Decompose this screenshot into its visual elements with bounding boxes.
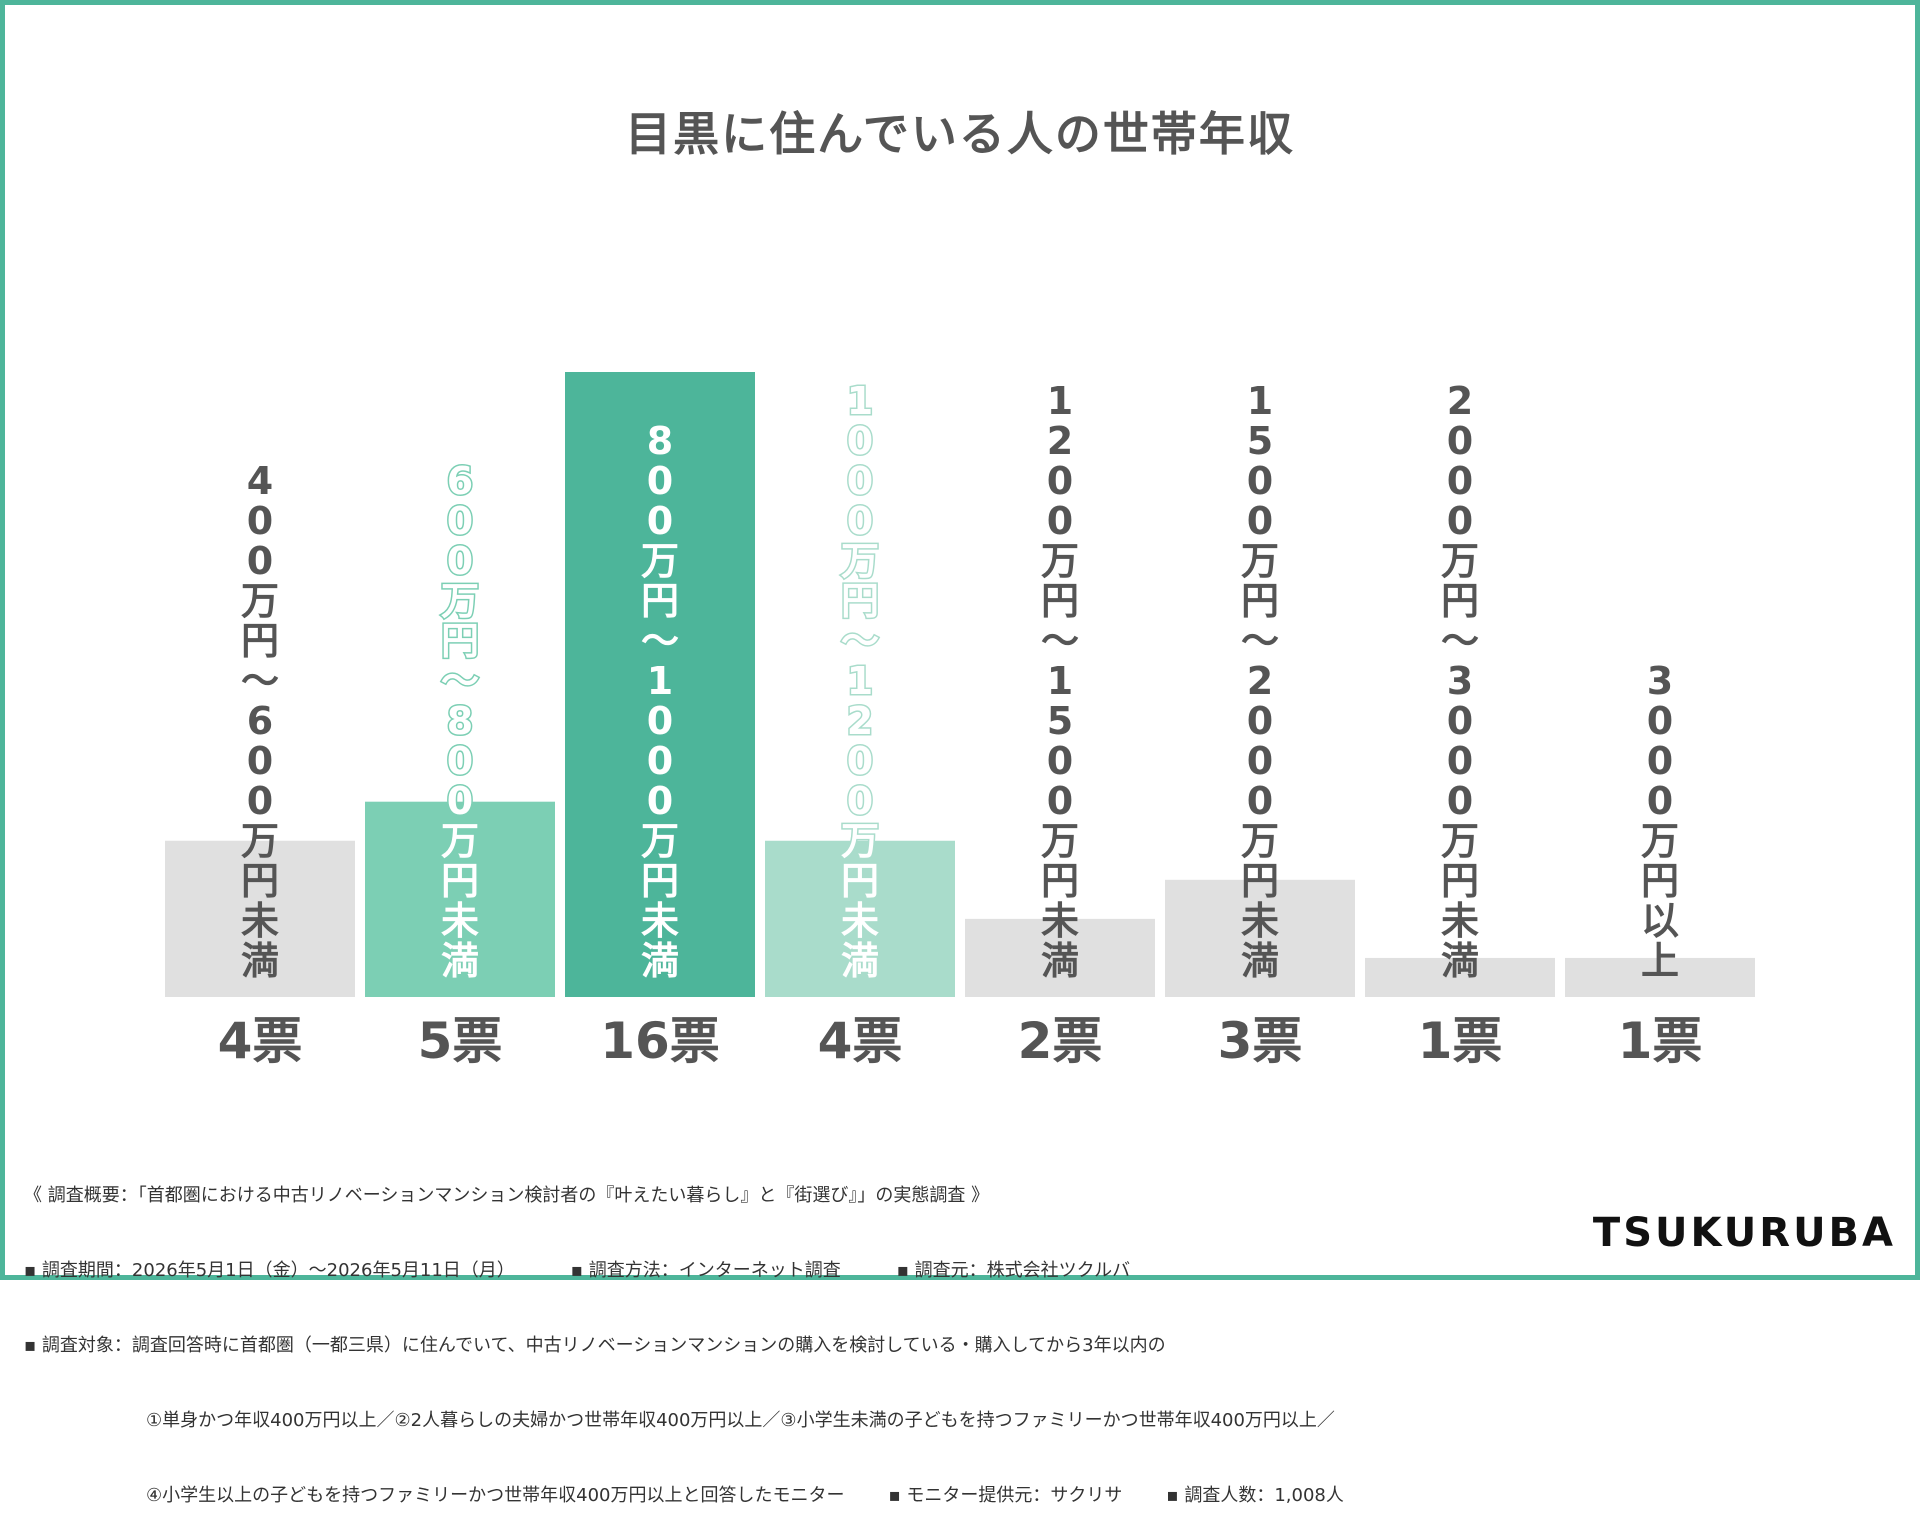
bar-1 — [165, 840, 355, 997]
category-label-5: 1 2 0 0 万円〜 1 5 0 0 万円未満 — [1041, 379, 1079, 983]
bar-7 — [1365, 957, 1555, 997]
category-label-6: 1 5 0 0 万円〜 2 0 0 0 万円未満 — [1241, 379, 1279, 983]
value-label-2: 5票 — [418, 1012, 503, 1070]
bar-2 — [365, 801, 555, 997]
bar-4 — [765, 840, 955, 997]
survey-target: ▪ 調査対象：調査回答時に首都圏（一都三県）に住んでいて、中古リノベーションマン… — [24, 1335, 1166, 1356]
category-label-3: 8 0 0 万円〜 1 0 0 0 万円未満 — [641, 419, 679, 983]
survey-notes: 《 調査概要：「首都圏における中古リノベーションマンション検討者の『叶えたい暮ら… — [24, 1133, 1344, 1533]
chart-title: 目黒に住んでいる人の世帯年収 — [625, 107, 1295, 161]
value-label-4: 4票 — [818, 1012, 903, 1070]
value-label-1: 4票 — [218, 1012, 303, 1070]
category-label-1: 4 0 0 万円〜 6 0 0 万円未満 — [241, 459, 279, 983]
page-frame — [0, 0, 1920, 1280]
bar-5 — [965, 918, 1155, 997]
survey-meta-row: ▪ 調査期間：2026年5月1日（金）〜2026年5月11日（月） ▪ 調査方法：… — [24, 1258, 1344, 1283]
survey-source: ▪ 調査元：株式会社ツクルバ — [896, 1260, 1131, 1281]
value-label-6: 3票 — [1218, 1012, 1303, 1070]
bar-3 — [565, 372, 755, 997]
category-label-8: 3 0 0 0 万円以上 — [1641, 659, 1679, 983]
bar-6 — [1165, 879, 1355, 997]
value-label-8: 1票 — [1618, 1012, 1703, 1070]
survey-overview: 《 調査概要：「首都圏における中古リノベーションマンション検討者の『叶えたい暮ら… — [24, 1185, 990, 1206]
survey-count: ▪ 調査人数：1,008人 — [1166, 1485, 1344, 1506]
bar-chart: 4 0 0 万円〜 6 0 0 万円未満 4票 6 0 0 万円〜 8 0 0 万円未満 5票 8 0 0 万円〜 1 0 0 0… — [165, 372, 1755, 1070]
tsukuruba-logo: TSUKURUBA — [1592, 1210, 1896, 1256]
category-label-2: 6 0 0 万円〜 8 0 0 万円未満 — [441, 459, 479, 983]
survey-target-line3-row: ④小学生以上の子どもを持つファミリーかつ世帯年収400万円以上と回答したモニター… — [24, 1483, 1344, 1508]
survey-method: ▪ 調査方法：インターネット調査 — [570, 1260, 841, 1281]
survey-provider: ▪ モニター提供元：サクリサ — [888, 1485, 1123, 1506]
survey-period: ▪ 調査期間：2026年5月1日（金）〜2026年5月11日（月） — [24, 1260, 515, 1281]
bar-8 — [1565, 957, 1755, 997]
survey-target-line2: ①単身かつ年収400万円以上／②2人暮らしの夫婦かつ世帯年収400万円以上／③小… — [146, 1410, 1335, 1431]
category-label-7: 2 0 0 0 万円〜 3 0 0 0 万円未満 — [1441, 379, 1479, 983]
value-label-3: 16票 — [600, 1012, 720, 1070]
category-label-4: 1 0 0 0 万円〜 1 2 0 0 万円未満 — [841, 379, 879, 983]
value-label-7: 1票 — [1418, 1012, 1503, 1070]
value-label-5: 2票 — [1018, 1012, 1103, 1070]
survey-target-line3: ④小学生以上の子どもを持つファミリーかつ世帯年収400万円以上と回答したモニター — [146, 1485, 845, 1506]
